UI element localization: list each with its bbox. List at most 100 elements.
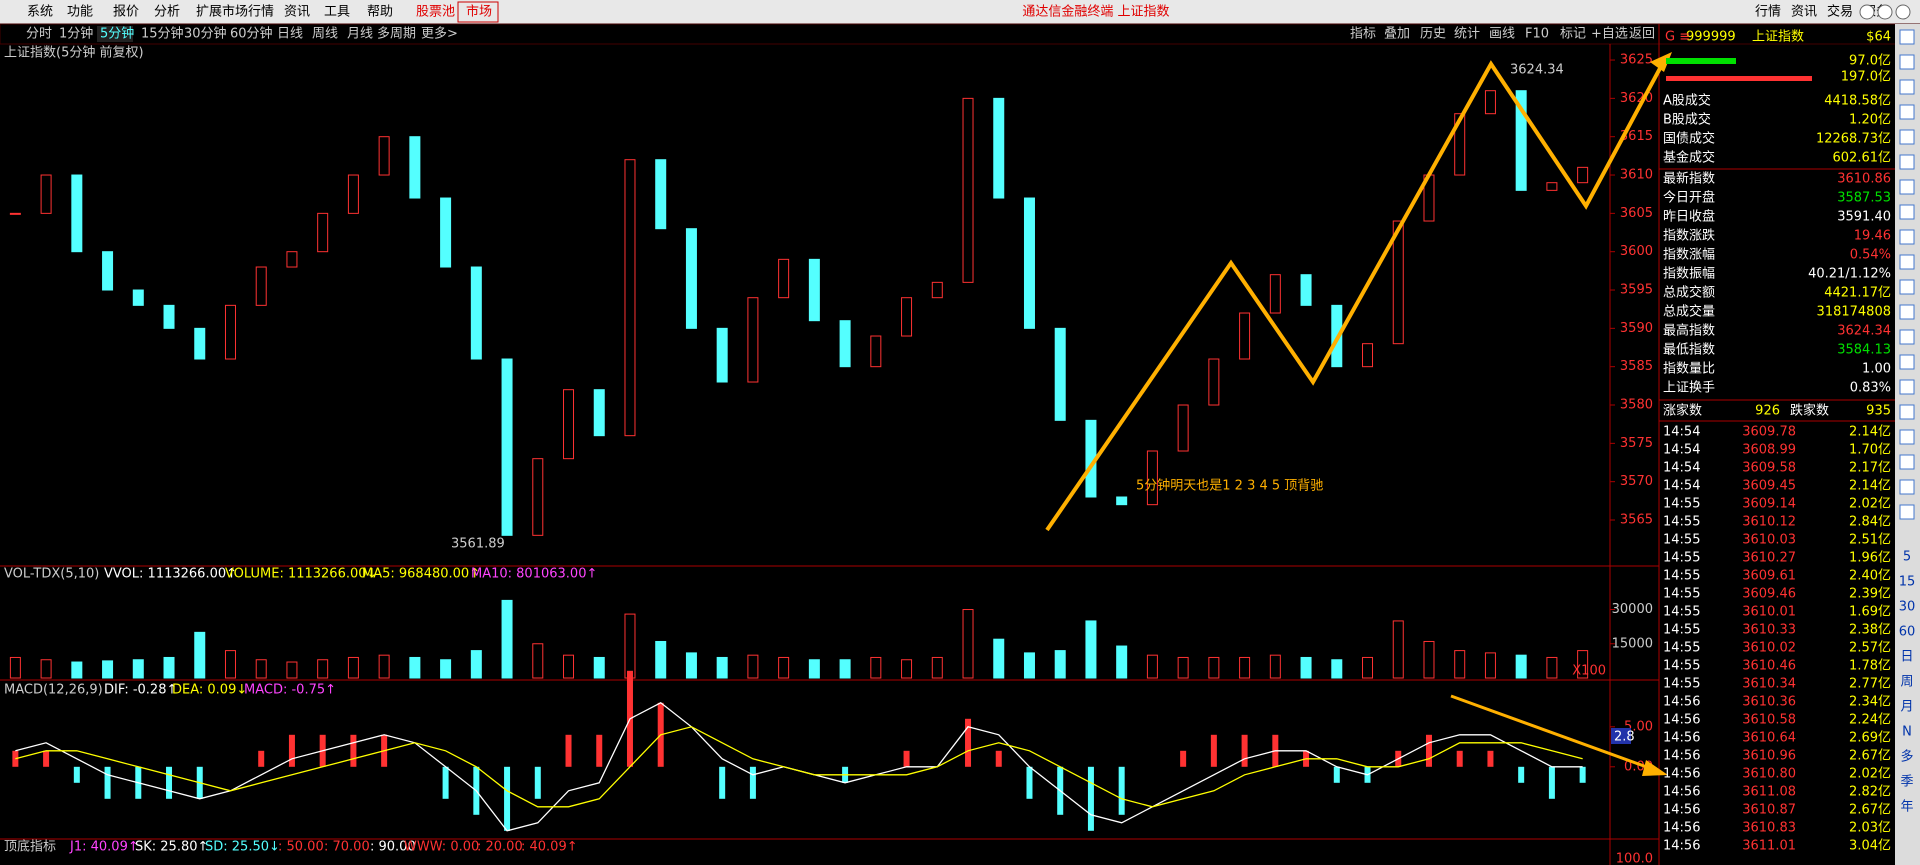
stat-value: 4421.17亿 bbox=[1824, 286, 1891, 301]
menu-button[interactable]: 行情 bbox=[1755, 5, 1781, 20]
tool-button[interactable]: 叠加 bbox=[1384, 27, 1410, 42]
candle bbox=[40, 174, 52, 214]
tab[interactable]: 60分钟 bbox=[230, 26, 273, 42]
menu-item[interactable]: 帮助 bbox=[367, 5, 393, 20]
macd-bar bbox=[1579, 766, 1586, 783]
candle bbox=[1392, 220, 1404, 345]
tool-button[interactable]: 统计 bbox=[1454, 27, 1480, 42]
volume-bar bbox=[317, 659, 329, 679]
candle bbox=[1300, 274, 1312, 306]
tool-button[interactable]: 画线 bbox=[1489, 27, 1515, 42]
tab[interactable]: 分时 bbox=[26, 27, 52, 42]
tab[interactable]: 5分钟 bbox=[100, 26, 134, 42]
candle bbox=[163, 304, 175, 329]
sidebar-icon[interactable] bbox=[1899, 429, 1915, 445]
sidebar-button[interactable]: 日 bbox=[1900, 650, 1913, 665]
tool-button[interactable]: 返回 bbox=[1629, 27, 1655, 42]
sidebar-icon[interactable] bbox=[1899, 354, 1915, 370]
sidebar-icon[interactable] bbox=[1899, 79, 1915, 95]
menu-item[interactable]: 股票池 bbox=[416, 5, 455, 20]
sidebar-button[interactable]: 60 bbox=[1899, 625, 1916, 640]
bar-value: 97.0亿 bbox=[1849, 54, 1891, 69]
sidebar-button[interactable]: 季 bbox=[1900, 775, 1913, 790]
tick-price: 3610.46 bbox=[1742, 659, 1796, 674]
tick-volume: 1.69亿 bbox=[1849, 605, 1891, 620]
sidebar-button[interactable]: 30 bbox=[1899, 600, 1916, 615]
tool-button[interactable]: 指标 bbox=[1350, 27, 1376, 42]
sidebar-icon[interactable] bbox=[1899, 254, 1915, 270]
macd-bar bbox=[258, 750, 265, 767]
tab[interactable]: 多周期 bbox=[377, 26, 416, 42]
tab[interactable]: 更多> bbox=[421, 26, 458, 42]
sidebar-button[interactable]: 月 bbox=[1900, 700, 1913, 715]
sidebar-button[interactable]: 15 bbox=[1899, 575, 1916, 590]
menu-item[interactable]: 资讯 bbox=[284, 5, 310, 20]
sidebar-icon[interactable] bbox=[1899, 104, 1915, 120]
low-label: 3561.89 bbox=[451, 537, 505, 552]
stat-value: 1.00 bbox=[1862, 362, 1891, 377]
sidebar-icon[interactable] bbox=[1899, 179, 1915, 195]
tool-button[interactable]: 标记 bbox=[1560, 27, 1586, 42]
sidebar-icon[interactable] bbox=[1899, 154, 1915, 170]
tool-button[interactable]: F10 bbox=[1525, 27, 1549, 42]
menu-item[interactable]: 系统 bbox=[27, 5, 53, 20]
sidebar-icon[interactable] bbox=[1899, 329, 1915, 345]
tick-time: 14:55 bbox=[1663, 677, 1700, 692]
tick-price: 3610.58 bbox=[1742, 713, 1796, 728]
menu-item[interactable]: 功能 bbox=[67, 5, 93, 20]
sidebar-icon[interactable] bbox=[1899, 479, 1915, 495]
menu-item[interactable]: 工具 bbox=[324, 5, 350, 20]
menu-item[interactable]: 分析 bbox=[154, 5, 180, 20]
window-button[interactable] bbox=[1877, 4, 1893, 20]
candle bbox=[102, 251, 114, 291]
volume-bar bbox=[40, 659, 52, 679]
menu-item[interactable]: 市场 bbox=[466, 4, 492, 20]
sidebar-icon[interactable] bbox=[1899, 379, 1915, 395]
tab[interactable]: 日线 bbox=[277, 27, 303, 42]
sidebar-button[interactable]: 5 bbox=[1903, 550, 1911, 565]
sidebar-icon[interactable] bbox=[1899, 279, 1915, 295]
sidebar-icon[interactable] bbox=[1899, 229, 1915, 245]
breadth: 涨家数 bbox=[1663, 403, 1702, 419]
menu-item[interactable]: 扩展市场行情 bbox=[196, 4, 274, 20]
tool-button[interactable]: 历史 bbox=[1420, 27, 1446, 42]
tick-volume: 2.38亿 bbox=[1849, 623, 1891, 638]
tick-price: 3610.12 bbox=[1742, 515, 1796, 530]
tool-button[interactable]: +自选 bbox=[1591, 27, 1628, 42]
candle bbox=[624, 159, 636, 437]
sidebar-button[interactable]: 周 bbox=[1900, 675, 1913, 690]
sidebar-icon[interactable] bbox=[1899, 29, 1915, 45]
volume-bar bbox=[901, 659, 913, 679]
sidebar-icon[interactable] bbox=[1899, 54, 1915, 70]
volume-bar bbox=[286, 661, 298, 679]
tick-volume: 2.14亿 bbox=[1849, 425, 1891, 440]
sidebar-icon[interactable] bbox=[1899, 454, 1915, 470]
menu-button[interactable]: 交易 bbox=[1827, 4, 1853, 20]
tick-time: 14:56 bbox=[1663, 695, 1700, 710]
legend-item: VOL-TDX(5,10) bbox=[4, 567, 99, 582]
tab[interactable]: 周线 bbox=[312, 27, 338, 42]
sidebar-button[interactable]: N bbox=[1902, 725, 1912, 740]
candle bbox=[194, 327, 206, 360]
tick-time: 14:55 bbox=[1663, 659, 1700, 674]
tab[interactable]: 30分钟 bbox=[184, 26, 227, 42]
tab[interactable]: 15分钟 bbox=[141, 26, 184, 42]
window-button[interactable] bbox=[1859, 4, 1875, 20]
sidebar-icon[interactable] bbox=[1899, 129, 1915, 145]
tick-volume: 2.82亿 bbox=[1849, 785, 1891, 800]
tab[interactable]: 月线 bbox=[347, 27, 373, 42]
sidebar-icon[interactable] bbox=[1899, 404, 1915, 420]
menu-item[interactable]: 报价 bbox=[113, 5, 139, 20]
candle bbox=[286, 251, 298, 268]
sidebar-button[interactable]: 年 bbox=[1900, 800, 1913, 815]
window-button[interactable] bbox=[1895, 4, 1911, 20]
sidebar-icon[interactable] bbox=[1899, 504, 1915, 520]
stat-value: 3587.53 bbox=[1837, 191, 1891, 206]
menu-button[interactable]: 资讯 bbox=[1791, 5, 1817, 20]
sidebar-icon[interactable] bbox=[1899, 304, 1915, 320]
sidebar-button[interactable]: 多 bbox=[1900, 749, 1913, 765]
menu-box bbox=[457, 1, 499, 23]
sidebar-icon[interactable] bbox=[1899, 204, 1915, 220]
tick-time: 14:56 bbox=[1663, 785, 1700, 800]
tab[interactable]: 1分钟 bbox=[59, 26, 93, 42]
